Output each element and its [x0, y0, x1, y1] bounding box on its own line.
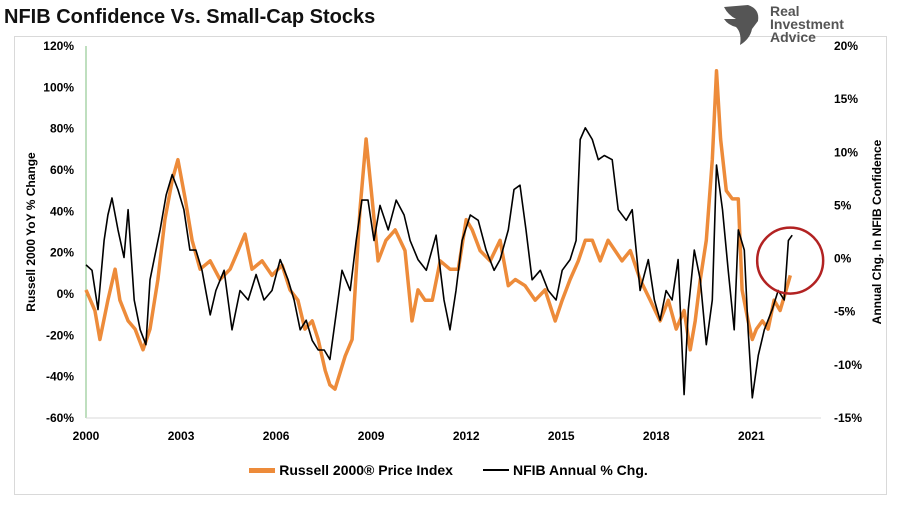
x-tick-label: 2009 [358, 429, 385, 443]
russell-2000-line [84, 69, 792, 391]
x-tick-label: 2006 [263, 429, 290, 443]
legend-swatch-black [482, 469, 509, 471]
y-right-tick-label: 0% [834, 252, 852, 266]
logo-text-1: Real [770, 2, 800, 19]
x-tick-label: 2015 [548, 429, 575, 443]
y-right-tick-label: 10% [834, 145, 858, 159]
logo-text-2: Investment [770, 15, 844, 32]
y-left-tick-label: 80% [50, 122, 74, 136]
y-left-axis-label: Russell 2000 YoY % Change [24, 152, 38, 312]
legend: Russell 2000® Price Index NFIB Annual % … [0, 462, 897, 478]
chart-frame [14, 36, 887, 495]
y-right-tick-label: -5% [834, 305, 856, 319]
logo-text-3: Advice [770, 28, 816, 45]
y-right-axis-label: Annual Chg. In NFIB Confidence [870, 139, 884, 324]
annotation-circle [755, 226, 825, 295]
x-tick-label: 2012 [453, 429, 480, 443]
logo: Real Investment Advice [722, 3, 844, 45]
chart-title: NFIB Confidence Vs. Small-Cap Stocks [4, 6, 376, 28]
x-tick-label: 2003 [168, 429, 195, 443]
legend-swatch-orange [249, 467, 276, 473]
y-right-tick-label: -10% [834, 358, 862, 372]
y-right-tick-label: 20% [834, 39, 858, 53]
eagle-logo-icon [724, 5, 759, 45]
y-left-tick-label: -60% [46, 411, 74, 425]
y-left-tick-label: 20% [50, 246, 74, 260]
legend-label: NFIB Annual % Chg. [512, 462, 648, 478]
y-left-tick-label: 120% [43, 39, 74, 53]
legend-item-russell: Russell 2000® Price Index [249, 462, 453, 478]
legend-item-nfib: NFIB Annual % Chg. [482, 462, 648, 478]
nfib-line [85, 127, 793, 399]
x-tick-label: 2021 [738, 429, 765, 443]
legend-label: Russell 2000® Price Index [279, 462, 453, 478]
y-right-tick-label: 15% [834, 92, 858, 106]
x-tick-label: 2000 [73, 429, 100, 443]
x-tick-label: 2018 [643, 429, 670, 443]
y-left-tick-label: 40% [50, 204, 74, 218]
y-right-tick-label: 5% [834, 198, 852, 212]
y-left-tick-label: 0% [57, 287, 75, 301]
y-left-tick-label: -40% [46, 370, 74, 384]
y-left-tick-label: -20% [46, 328, 74, 342]
y-left-tick-label: 60% [50, 163, 74, 177]
y-right-tick-label: -15% [834, 411, 862, 425]
y-left-tick-label: 100% [43, 80, 74, 94]
